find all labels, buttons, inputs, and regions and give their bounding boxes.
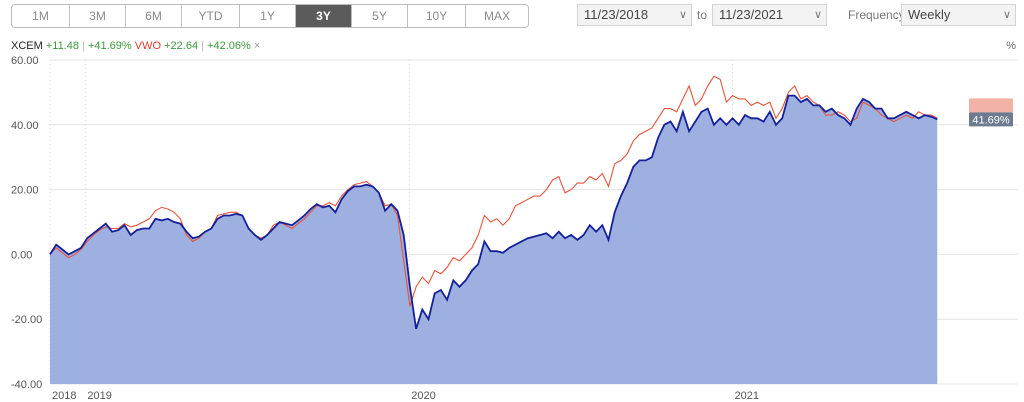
legend-s1-ticker: XCEM [11,40,43,52]
series-area-xcem [50,95,938,384]
chevron-down-icon: ∨ [678,9,687,21]
y-tick-label: 0.00 [11,249,32,261]
chevron-down-icon: ∨ [813,9,822,21]
y-tick-label: -20.00 [11,314,42,326]
range-button-6m[interactable]: 6M [126,5,182,27]
x-tick-label: 2019 [87,390,111,402]
legend-separator: | [201,40,204,52]
series-line-xcem [49,94,938,330]
legend-s1-change: +11.48 [45,40,79,52]
current-value-label-bg [969,112,1013,127]
range-button-5y[interactable]: 5Y [352,5,408,27]
chevron-down-icon: ∨ [1002,9,1011,21]
range-button-max[interactable]: MAX [483,9,510,23]
start-date-field[interactable]: 11/23/2018 ∨ [577,4,692,26]
legend-s2-ticker: VWO [134,40,162,52]
range-button-1m[interactable]: 1M [12,5,70,27]
current-value-bg-vwo [969,98,1013,113]
frequency-select[interactable]: Weekly ∨ [901,4,1016,26]
frequency-label: Frequency [848,8,905,22]
range-button-10y[interactable]: 10Y [408,5,466,27]
y-tick-label: -40.00 [11,379,42,391]
x-tick-label: 2020 [411,390,435,402]
end-date-field[interactable]: 11/23/2021 ∨ [712,4,827,26]
range-button-3m[interactable]: 3M [70,5,126,27]
range-button-ytd[interactable]: YTD [182,5,240,27]
range-button-3y[interactable]: 3Y [296,5,352,27]
legend-s1-pct: +41.69% [87,40,132,52]
x-tick-label: 2021 [735,390,759,402]
x-tick-label: 2018 [52,390,76,402]
legend-separator: | [82,40,85,52]
legend-s2-change: +22.64 [164,40,199,52]
percent-axis-label: % [1006,40,1016,52]
chart-toolbar: 1M 3M 6M YTD 1Y 3Y 5Y 10Y MAX 11/23/2018 ∨ to 11… [0,0,1024,34]
to-label: to [697,8,708,22]
current-value-label: 41.69% [972,114,1010,126]
y-tick-label: 60.00 [11,55,39,67]
range-button-1y[interactable]: 1Y [240,5,296,27]
remove-comparison-icon[interactable]: × [253,40,261,52]
legend-s2-pct: +42.06% [207,40,251,52]
start-date-value: 11/23/2018 [584,7,649,22]
series-line-vwo [49,75,938,307]
y-tick-label: 40.00 [11,120,39,132]
range-selector: 1M 3M 6M YTD 1Y 3Y 5Y 10Y MAX [11,4,529,28]
y-tick-label: 20.00 [11,185,39,197]
chart-legend: XCEM +11.48 | +41.69% VWO +22.64 | +42.0… [11,40,260,52]
end-date-value: 11/23/2021 [719,7,784,22]
frequency-value: Weekly [908,7,951,22]
